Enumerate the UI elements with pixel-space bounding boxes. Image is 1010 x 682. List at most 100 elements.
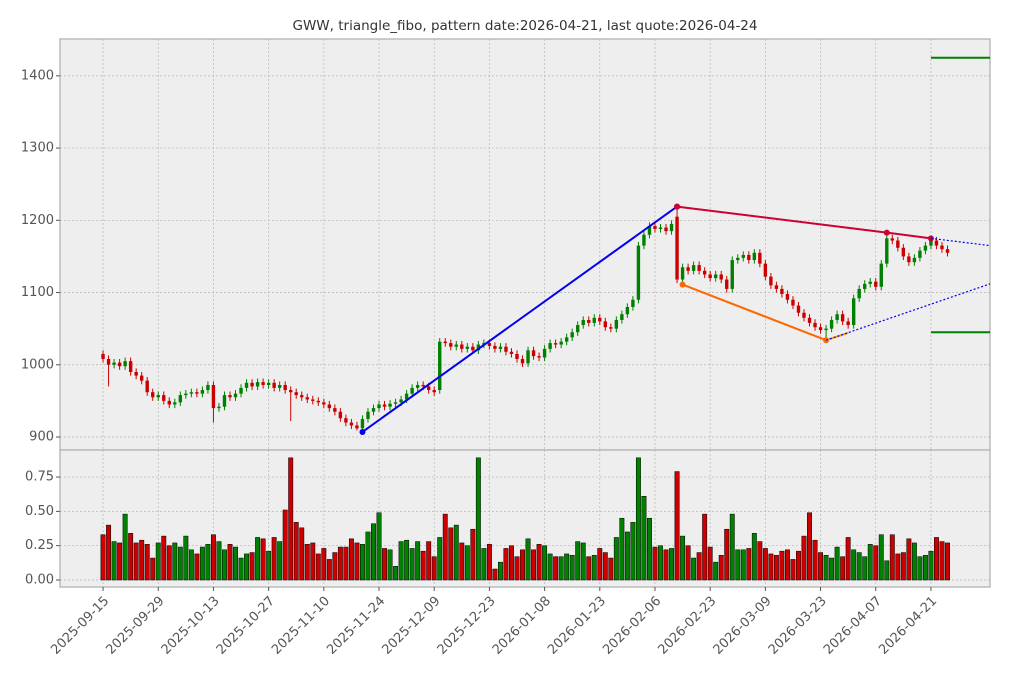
candle-body bbox=[300, 395, 304, 398]
candle-body bbox=[603, 321, 608, 328]
candle-body bbox=[542, 348, 547, 358]
volume-bar bbox=[497, 561, 503, 581]
candle-body bbox=[393, 402, 398, 404]
candle-body bbox=[211, 384, 216, 409]
volume-bar bbox=[194, 553, 200, 581]
candle-body bbox=[940, 245, 944, 250]
candle-body bbox=[829, 319, 834, 329]
pattern-line bbox=[930, 237, 990, 247]
volume-bar bbox=[685, 545, 691, 581]
volume-bar bbox=[773, 555, 779, 581]
x-tick-label: 2025-11-24 bbox=[324, 594, 388, 658]
volume-bar bbox=[277, 541, 283, 581]
volume-bar bbox=[453, 524, 459, 581]
candle-body bbox=[846, 321, 850, 326]
volume-bar bbox=[619, 517, 625, 581]
volume-bar bbox=[227, 544, 233, 581]
candle-body bbox=[548, 343, 552, 349]
candle-body bbox=[791, 299, 795, 306]
candle-body bbox=[151, 392, 155, 398]
volume-bar bbox=[696, 552, 702, 581]
volume-bar bbox=[321, 548, 327, 581]
candle-body bbox=[730, 260, 734, 289]
candle-body bbox=[553, 343, 558, 345]
candle-body bbox=[305, 397, 309, 400]
volume-bar bbox=[486, 544, 492, 581]
candle-body bbox=[404, 393, 409, 400]
candle-body bbox=[945, 249, 950, 253]
candle-body bbox=[189, 392, 194, 394]
candle-body bbox=[338, 411, 343, 419]
x-tick-label: 2025-11-10 bbox=[269, 594, 333, 658]
volume-bar bbox=[409, 548, 415, 581]
x-tick-label: 2025-09-29 bbox=[104, 594, 168, 658]
volume-bar bbox=[669, 548, 674, 581]
pattern-point bbox=[883, 229, 890, 236]
volume-bar bbox=[564, 553, 570, 581]
candle-body bbox=[934, 240, 939, 246]
volume-bar bbox=[315, 553, 321, 581]
candle-body bbox=[421, 384, 425, 387]
candle-body bbox=[863, 283, 867, 289]
volume-bar bbox=[867, 544, 873, 581]
candle-body bbox=[344, 418, 348, 423]
volume-bar bbox=[128, 533, 134, 581]
candle-body bbox=[233, 393, 238, 398]
volume-bar bbox=[161, 535, 167, 581]
volume-bar bbox=[531, 549, 537, 581]
volume-bar bbox=[398, 541, 404, 581]
volume-bar bbox=[862, 556, 868, 581]
candle-body bbox=[531, 350, 536, 357]
volume-bar bbox=[796, 550, 801, 581]
candle-body bbox=[736, 257, 740, 261]
volume-bar bbox=[282, 509, 288, 581]
volume-bar bbox=[602, 552, 608, 581]
volume-bar bbox=[823, 555, 829, 581]
candle-body bbox=[923, 245, 928, 251]
y-tick-label: 0.00 bbox=[25, 572, 54, 587]
volume-bar bbox=[464, 545, 470, 581]
volume-bar bbox=[288, 457, 294, 581]
candle-body bbox=[625, 306, 630, 315]
candle-body bbox=[382, 404, 387, 407]
candle-body bbox=[636, 245, 641, 300]
candle-body bbox=[609, 327, 613, 329]
candle-body bbox=[802, 312, 806, 318]
candle-body bbox=[178, 395, 183, 403]
candle-body bbox=[261, 382, 265, 385]
candle-body bbox=[272, 382, 276, 388]
candle-body bbox=[432, 390, 436, 393]
volume-bar bbox=[856, 552, 862, 581]
candle-body bbox=[438, 341, 442, 391]
candles bbox=[101, 206, 950, 432]
volume-bar bbox=[222, 549, 227, 581]
volume-bar bbox=[448, 527, 454, 581]
candle-body bbox=[669, 223, 674, 232]
pattern-point bbox=[679, 281, 686, 288]
volume-bar bbox=[431, 556, 437, 581]
pattern-lines bbox=[359, 56, 990, 435]
volume-bar bbox=[845, 537, 851, 581]
x-tick-label: 2025-12-23 bbox=[435, 594, 499, 658]
candle-body bbox=[907, 256, 911, 263]
volume-bar bbox=[663, 549, 669, 581]
candle-body bbox=[377, 404, 381, 409]
candle-body bbox=[294, 392, 298, 396]
candle-body bbox=[879, 263, 883, 287]
candle-body bbox=[366, 411, 370, 419]
volume-bar bbox=[740, 549, 746, 581]
volume-bar bbox=[713, 561, 719, 581]
candle-body bbox=[200, 390, 205, 394]
volume-bar bbox=[906, 538, 912, 581]
volume-bar bbox=[922, 555, 928, 581]
volume-bar bbox=[354, 542, 360, 581]
candle-body bbox=[476, 344, 481, 351]
candle-body bbox=[725, 279, 729, 289]
volume-bar bbox=[177, 546, 183, 581]
volume-bar bbox=[707, 546, 713, 581]
x-tick-label: 2026-02-23 bbox=[655, 594, 719, 658]
volume-bar bbox=[840, 556, 846, 581]
candle-body bbox=[509, 351, 514, 354]
volume-bar bbox=[928, 550, 934, 581]
candle-body bbox=[713, 274, 718, 279]
